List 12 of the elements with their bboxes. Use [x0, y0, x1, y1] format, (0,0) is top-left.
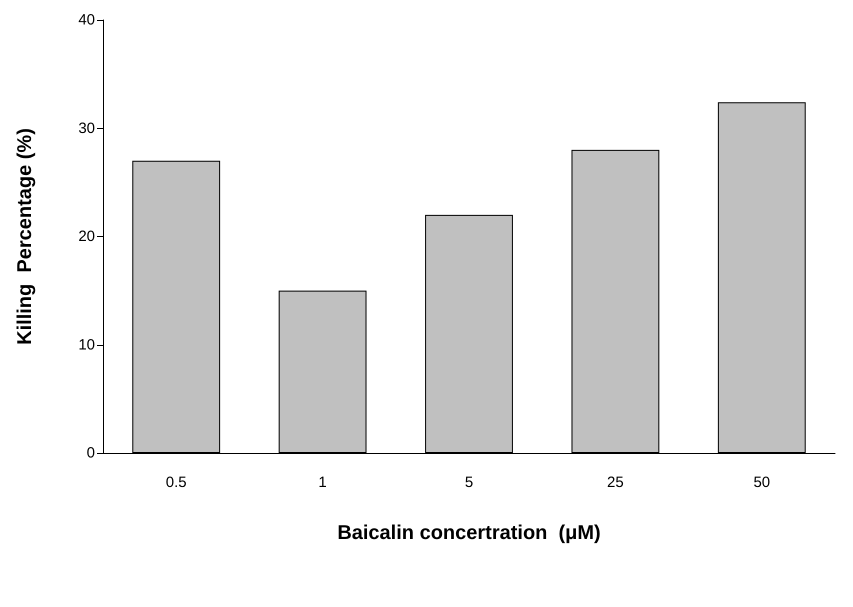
y-tick-label: 10	[78, 336, 95, 354]
x-tick-label: 50	[753, 474, 770, 491]
y-tick-label: 20	[78, 228, 95, 245]
x-tick-label: 0.5	[166, 474, 187, 491]
y-tick-label: 30	[78, 120, 95, 137]
x-tick-label: 25	[607, 474, 624, 491]
y-axis-title: Killing Percentage (%)	[14, 128, 36, 345]
y-tick-label: 0	[86, 444, 95, 462]
y-tick-label: 40	[78, 12, 95, 28]
x-tick-label: 1	[318, 474, 327, 491]
x-tick-label: 5	[464, 474, 474, 491]
x-axis-title: Baicalin concertration (μM)	[337, 522, 601, 544]
